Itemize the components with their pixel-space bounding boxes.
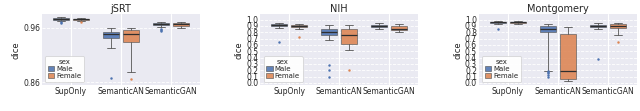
PathPatch shape [559, 34, 576, 79]
PathPatch shape [391, 26, 407, 30]
Y-axis label: dice: dice [453, 41, 462, 59]
PathPatch shape [153, 23, 169, 25]
PathPatch shape [271, 24, 287, 27]
Legend: Male, Female: Male, Female [482, 56, 521, 82]
PathPatch shape [589, 25, 605, 27]
PathPatch shape [509, 22, 525, 23]
Legend: Male, Female: Male, Female [264, 56, 303, 82]
Y-axis label: dice: dice [12, 41, 20, 59]
PathPatch shape [321, 29, 337, 35]
PathPatch shape [540, 26, 556, 32]
PathPatch shape [73, 19, 89, 20]
PathPatch shape [341, 29, 357, 44]
PathPatch shape [490, 22, 506, 23]
Legend: Male, Female: Male, Female [45, 56, 84, 82]
PathPatch shape [102, 32, 119, 38]
Title: jSRT: jSRT [110, 4, 131, 14]
PathPatch shape [291, 25, 307, 27]
PathPatch shape [173, 23, 189, 26]
PathPatch shape [123, 30, 139, 42]
PathPatch shape [52, 18, 68, 20]
PathPatch shape [610, 24, 626, 28]
Y-axis label: dice: dice [235, 41, 244, 59]
PathPatch shape [371, 25, 387, 27]
Title: Montgomery: Montgomery [527, 4, 589, 14]
Title: NIH: NIH [330, 4, 348, 14]
